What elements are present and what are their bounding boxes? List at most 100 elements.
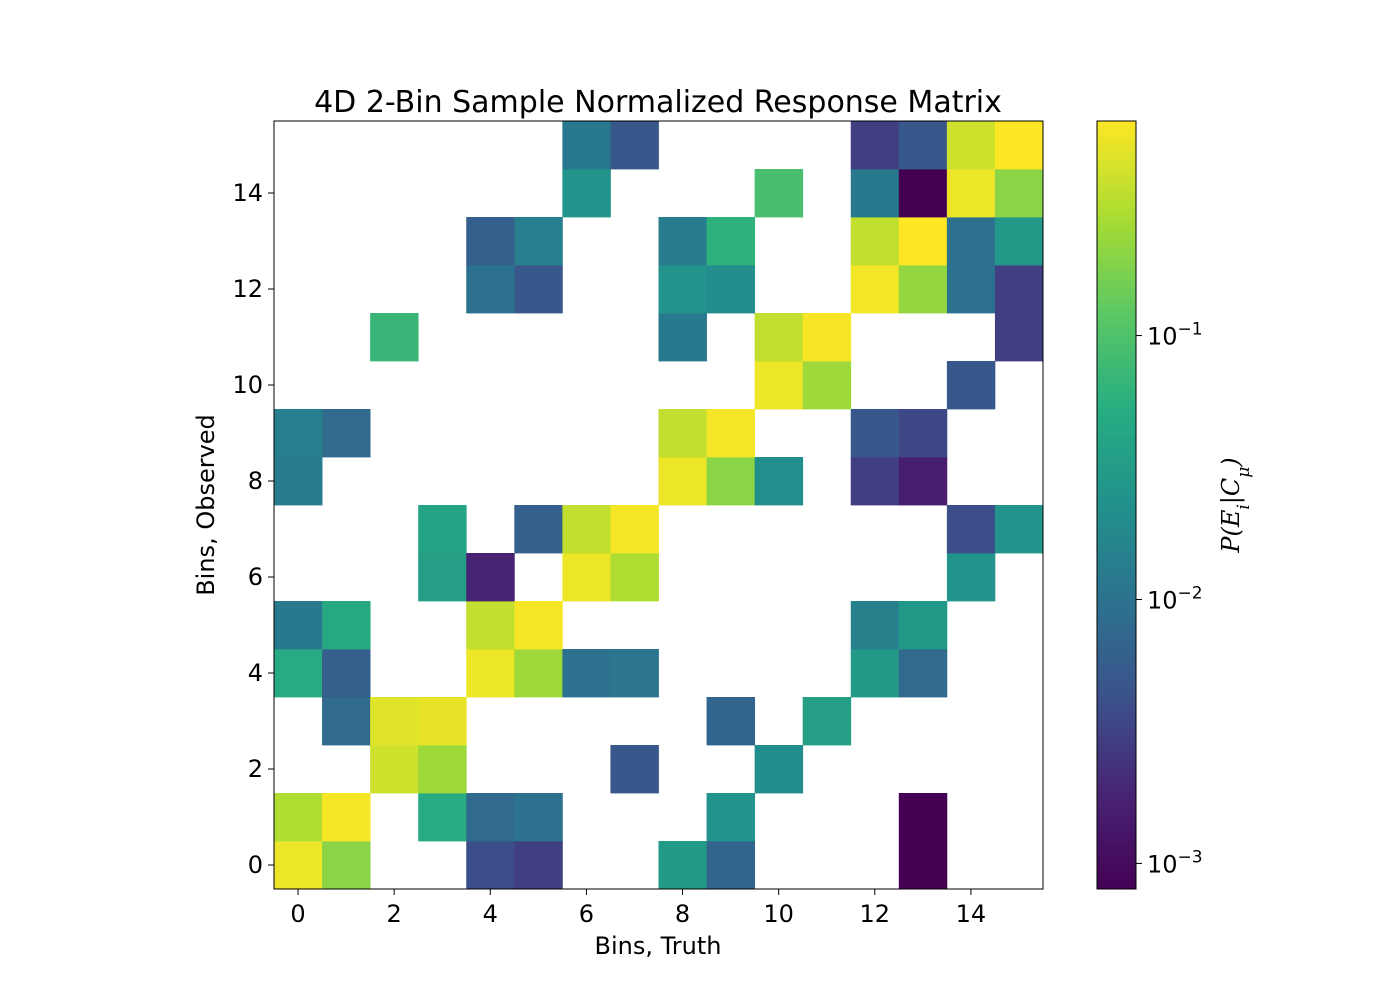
heatmap-cell <box>466 601 515 650</box>
heatmap-cell <box>946 505 996 554</box>
heatmap-cell <box>946 361 996 410</box>
y-tick-label: 4 <box>248 659 263 687</box>
heatmap-cell <box>754 745 804 794</box>
x-axis-ticks: 0 2 4 6 8 10 12 14 <box>290 889 986 928</box>
heatmap-cell <box>370 697 419 746</box>
heatmap-cell <box>322 649 371 698</box>
colorbar-tick-label: 10−3 <box>1147 847 1203 878</box>
heatmap-cell <box>466 649 515 698</box>
heatmap-cell <box>370 313 419 362</box>
heatmap-cell <box>562 169 611 218</box>
heatmap-cell <box>274 793 323 842</box>
colorbar-label: P(Ei|Cμ) <box>1217 457 1254 553</box>
heatmap-cell <box>946 217 996 266</box>
heatmap-cell <box>850 217 900 266</box>
x-tick-label: 4 <box>483 900 498 928</box>
y-tick-label: 0 <box>248 851 263 879</box>
heatmap-cell <box>274 841 323 890</box>
heatmap-cell <box>754 169 804 218</box>
heatmap-cell <box>994 265 1044 314</box>
heatmap-cell <box>850 649 900 698</box>
heatmap-cell <box>418 505 467 554</box>
colorbar <box>1096 120 1137 890</box>
heatmap-cell <box>706 457 756 506</box>
heatmap-cell <box>466 265 515 314</box>
heatmap-cell <box>898 601 948 650</box>
x-tick-label: 2 <box>387 900 402 928</box>
heatmap-cell <box>514 505 563 554</box>
heatmap-cell <box>418 793 467 842</box>
chart-title: 4D 2-Bin Sample Normalized Response Matr… <box>314 85 1002 120</box>
heatmap-cell <box>370 745 419 794</box>
heatmap-cell <box>850 169 900 218</box>
heatmap-cell <box>754 361 804 410</box>
x-tick-label: 12 <box>860 900 891 928</box>
heatmap-cell <box>466 841 515 890</box>
heatmap-cell <box>898 409 948 458</box>
x-tick-label: 14 <box>956 900 987 928</box>
heatmap-cell <box>322 841 371 890</box>
y-tick-label: 8 <box>248 467 263 495</box>
y-tick-label: 6 <box>248 563 263 591</box>
heatmap-cell <box>658 457 707 506</box>
heatmap-cell <box>706 217 756 266</box>
x-tick-label: 10 <box>763 900 794 928</box>
heatmap-cell <box>706 841 756 890</box>
heatmap-cell <box>274 601 323 650</box>
heatmap-cell <box>466 553 515 602</box>
heatmap-cell <box>898 649 948 698</box>
y-tick-label: 12 <box>232 275 263 303</box>
heatmap-cell <box>610 121 659 170</box>
heatmap-cell <box>658 217 707 266</box>
heatmap-cell <box>418 745 467 794</box>
heatmap-cell <box>754 313 804 362</box>
heatmap-cell <box>610 649 659 698</box>
heatmap-cell <box>610 745 659 794</box>
x-tick-label: 6 <box>579 900 594 928</box>
heatmap-cell <box>514 601 563 650</box>
heatmap-cell <box>946 553 996 602</box>
y-tick-label: 14 <box>232 179 263 207</box>
heatmap-cell <box>850 121 900 170</box>
x-tick-label: 0 <box>290 900 305 928</box>
x-tick-label: 8 <box>675 900 690 928</box>
heatmap-cell <box>898 169 948 218</box>
colorbar-tick-label: 10−2 <box>1147 583 1203 614</box>
heatmap-cell <box>802 361 852 410</box>
heatmap-cell <box>994 313 1044 362</box>
heatmap-cell <box>850 409 900 458</box>
heatmap-cell <box>466 217 515 266</box>
heatmap-cell <box>322 409 371 458</box>
heatmap-cell <box>658 265 707 314</box>
heatmap-cell <box>898 265 948 314</box>
heatmap-cell <box>706 409 756 458</box>
heatmap-cell <box>898 121 948 170</box>
heatmap-cell <box>898 217 948 266</box>
heatmap-cell <box>706 793 756 842</box>
heatmap-cell <box>850 457 900 506</box>
colorbar-tick-label: 10−1 <box>1147 320 1203 351</box>
x-axis-title: Bins, Truth <box>595 932 722 960</box>
heatmap-cell <box>562 553 611 602</box>
heatmap-cell <box>754 457 804 506</box>
heatmap-cell <box>514 265 563 314</box>
heatmap-cell <box>994 121 1044 170</box>
heatmap-cell <box>658 313 707 362</box>
heatmap-cell <box>802 313 852 362</box>
heatmap-cell <box>274 649 323 698</box>
colorbar-ticks: 10−3 10−2 10−1 <box>1136 320 1203 878</box>
heatmap-cell <box>994 505 1044 554</box>
heatmap-cell <box>898 841 948 890</box>
heatmap-cell <box>562 649 611 698</box>
heatmap-cell <box>706 265 756 314</box>
heatmap-cell <box>322 793 371 842</box>
heatmap-cell <box>802 697 852 746</box>
heatmap-cell <box>898 793 948 842</box>
heatmap-cell <box>610 505 659 554</box>
heatmap-cell <box>514 217 563 266</box>
heatmap-cell <box>946 169 996 218</box>
heatmap-cell <box>562 505 611 554</box>
heatmap-cell <box>898 457 948 506</box>
heatmap-cell <box>274 409 323 458</box>
